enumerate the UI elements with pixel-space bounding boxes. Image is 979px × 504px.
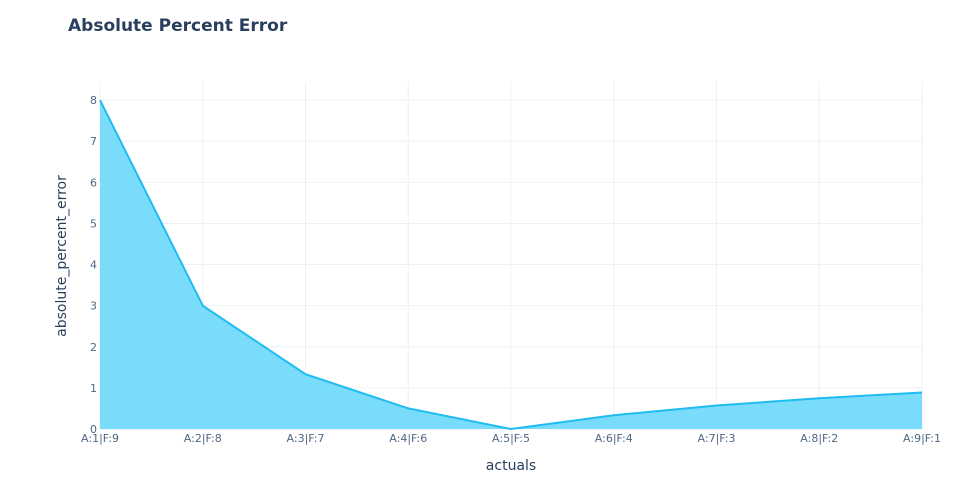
x-tick-label: A:3|F:7 [287,432,325,445]
y-tick-label: 5 [90,217,97,230]
y-axis-ticks: 0 1 2 3 4 5 6 7 8 [90,94,97,436]
x-tick-label: A:2|F:8 [184,432,222,445]
x-tick-label: A:8|F:2 [800,432,838,445]
data-points [99,100,923,430]
y-tick-label: 1 [90,382,97,395]
area-fill [100,100,922,429]
x-tick-label: A:5|F:5 [492,432,530,445]
y-tick-label: 0 [90,423,97,436]
x-axis-ticks: A:1|F:9 A:2|F:8 A:3|F:7 A:4|F:6 A:5|F:5 A:6|F… [81,432,941,445]
x-tick-label: A:1|F:9 [81,432,119,445]
y-tick-label: 3 [90,300,97,313]
y-tick-label: 8 [90,94,97,107]
x-axis-title: actuals [486,458,536,474]
x-tick-label: A:4|F:6 [389,432,427,445]
x-tick-label: A:9|F:1 [903,432,941,445]
y-tick-label: 6 [90,176,97,189]
y-tick-label: 4 [90,259,97,272]
y-tick-label: 2 [90,341,97,354]
y-tick-label: 7 [90,135,97,148]
chart-title: Absolute Percent Error [68,16,288,36]
y-axis-title: absolute_percent_error [54,175,70,337]
x-tick-label: A:6|F:4 [595,432,633,445]
x-tick-label: A:7|F:3 [698,432,736,445]
